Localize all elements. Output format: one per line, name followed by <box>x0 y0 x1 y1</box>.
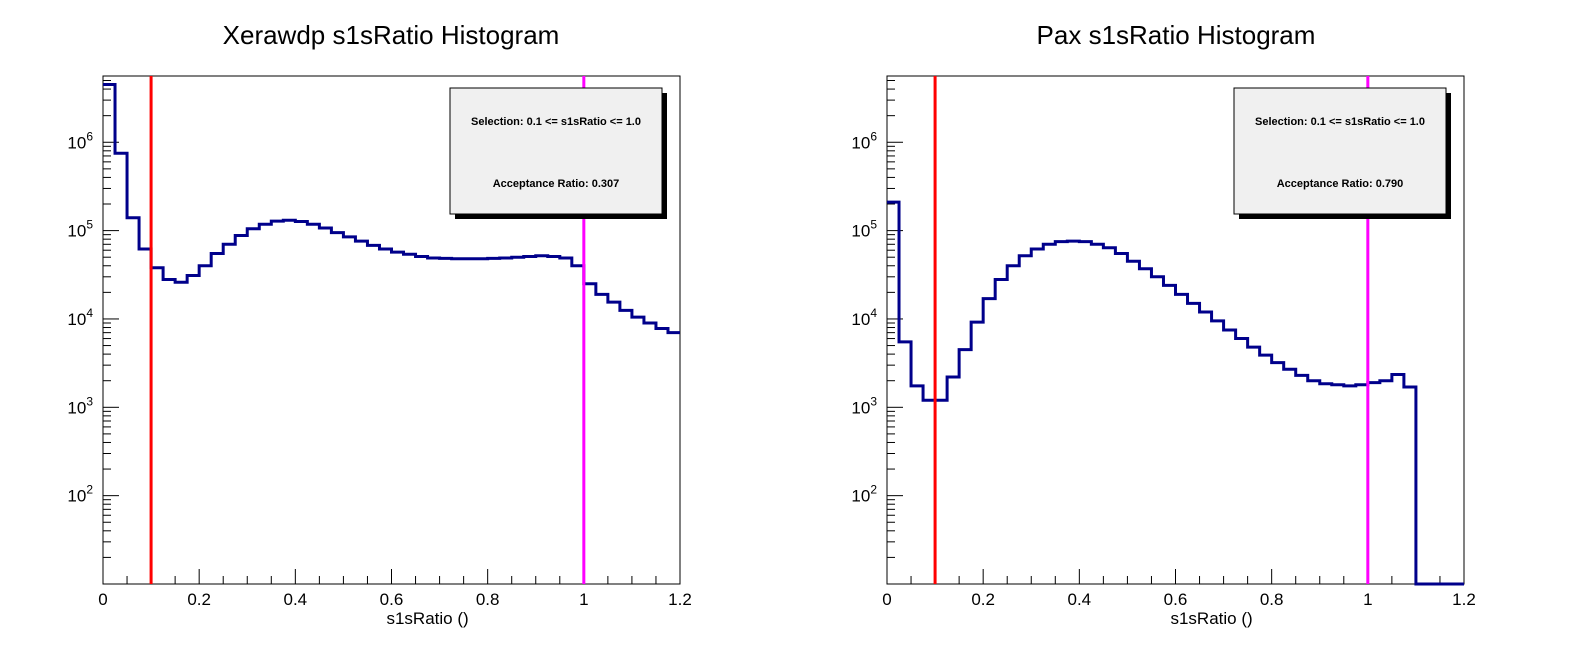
x-tick-label: 1.2 <box>668 590 692 609</box>
stats-selection-text: Selection: 0.1 <= s1sRatio <= 1.0 <box>471 116 641 128</box>
y-tick-label: 104 <box>851 306 877 329</box>
histogram-series <box>887 200 1464 586</box>
x-tick-label: 0 <box>98 590 107 609</box>
y-tick-label: 103 <box>67 394 93 417</box>
x-tick-label: 1 <box>1363 590 1372 609</box>
x-axis-label: s1sRatio () <box>1170 609 1252 628</box>
chart-title: Xerawdp s1sRatio Histogram <box>223 20 560 50</box>
stats-box <box>449 87 663 215</box>
y-tick-label: 105 <box>67 218 93 241</box>
x-tick-label: 0.8 <box>476 590 500 609</box>
stats-acceptance-text: Acceptance Ratio: 0.307 <box>493 178 620 190</box>
stats-acceptance-text: Acceptance Ratio: 0.790 <box>1277 178 1404 190</box>
y-tick-label: 106 <box>67 129 93 152</box>
x-tick-label: 0.6 <box>380 590 404 609</box>
stats-selection-text: Selection: 0.1 <= s1sRatio <= 1.0 <box>1255 116 1425 128</box>
stats-box <box>1233 87 1447 215</box>
x-tick-label: 0.6 <box>1164 590 1188 609</box>
x-tick-label: 1.2 <box>1452 590 1476 609</box>
chart-title: Pax s1sRatio Histogram <box>1037 20 1316 50</box>
x-tick-label: 0.4 <box>1068 590 1092 609</box>
x-tick-label: 0.2 <box>187 590 211 609</box>
y-tick-label: 103 <box>851 394 877 417</box>
y-tick-label: 106 <box>851 129 877 152</box>
y-tick-label: 102 <box>67 483 93 506</box>
y-tick-label: 102 <box>851 483 877 506</box>
y-tick-label: 104 <box>67 306 93 329</box>
x-tick-label: 0.4 <box>284 590 308 609</box>
x-tick-label: 0.8 <box>1260 590 1284 609</box>
x-axis-label: s1sRatio () <box>386 609 468 628</box>
x-tick-label: 0.2 <box>971 590 995 609</box>
x-tick-label: 0 <box>882 590 891 609</box>
y-tick-label: 105 <box>851 218 877 241</box>
chart-panel-2: Pax s1sRatio Histogram 0 0.2 0.4 0.6 0.8 1 1.2 s… <box>851 20 1475 628</box>
chart-panel-1: Xerawdp s1sRatio Histogram 0 0.2 0.4 0.6 0.8 1… <box>67 20 691 628</box>
x-tick-label: 1 <box>579 590 588 609</box>
